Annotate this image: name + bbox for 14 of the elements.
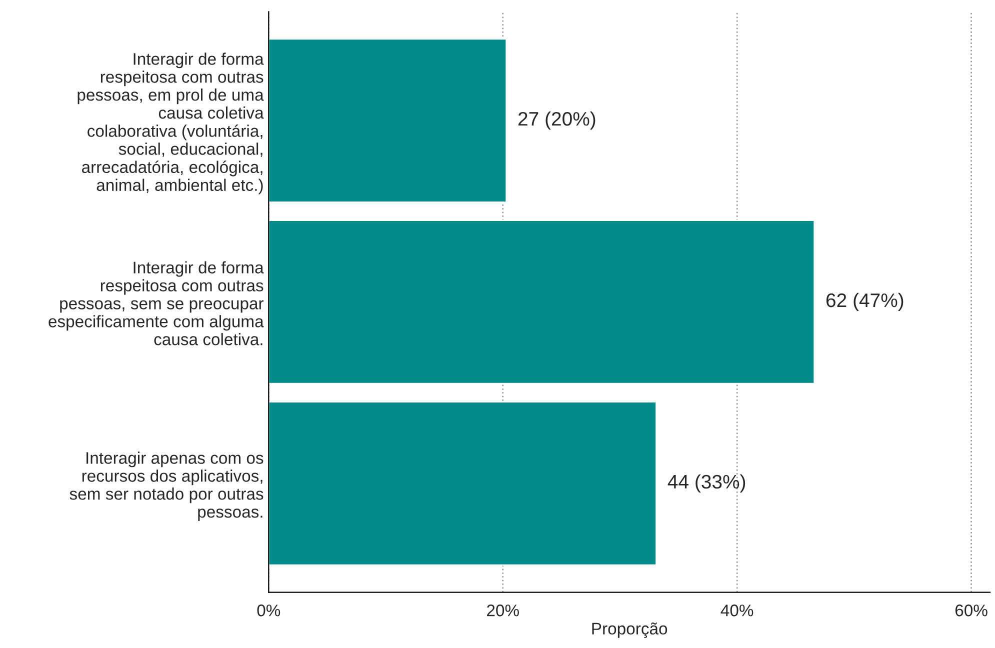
y-tick-label: Interagir apenas com os recursos dos aplicativos, sem ser notado por outras pessoas.: [70, 452, 264, 522]
x-tick-label: 40%: [720, 604, 754, 616]
bar: [268, 220, 816, 384]
y-tick-label: Interagir de forma respeitosa com outras pessoas, em prol de uma causa coletiva colaborativa (voluntária, social, educacional, arrecadatória, ecológica, animal, ambiental etc.): [78, 52, 264, 194]
y-tick-label: Interagir de forma respeitosa com outras pessoas, sem se preocupar especificamente com alguma causa coletiva.: [48, 261, 264, 346]
bar: [268, 38, 508, 203]
x-axis-title: Proporção: [592, 622, 668, 638]
data-label: 44 (33%): [668, 474, 746, 492]
data-label: 27 (20%): [518, 111, 596, 130]
data-label: 62 (47%): [826, 292, 904, 312]
bar: [268, 401, 657, 566]
x-tick-label: 0%: [257, 604, 280, 616]
x-tick-label: 20%: [487, 604, 519, 616]
x-tick-label: 60%: [955, 604, 988, 616]
